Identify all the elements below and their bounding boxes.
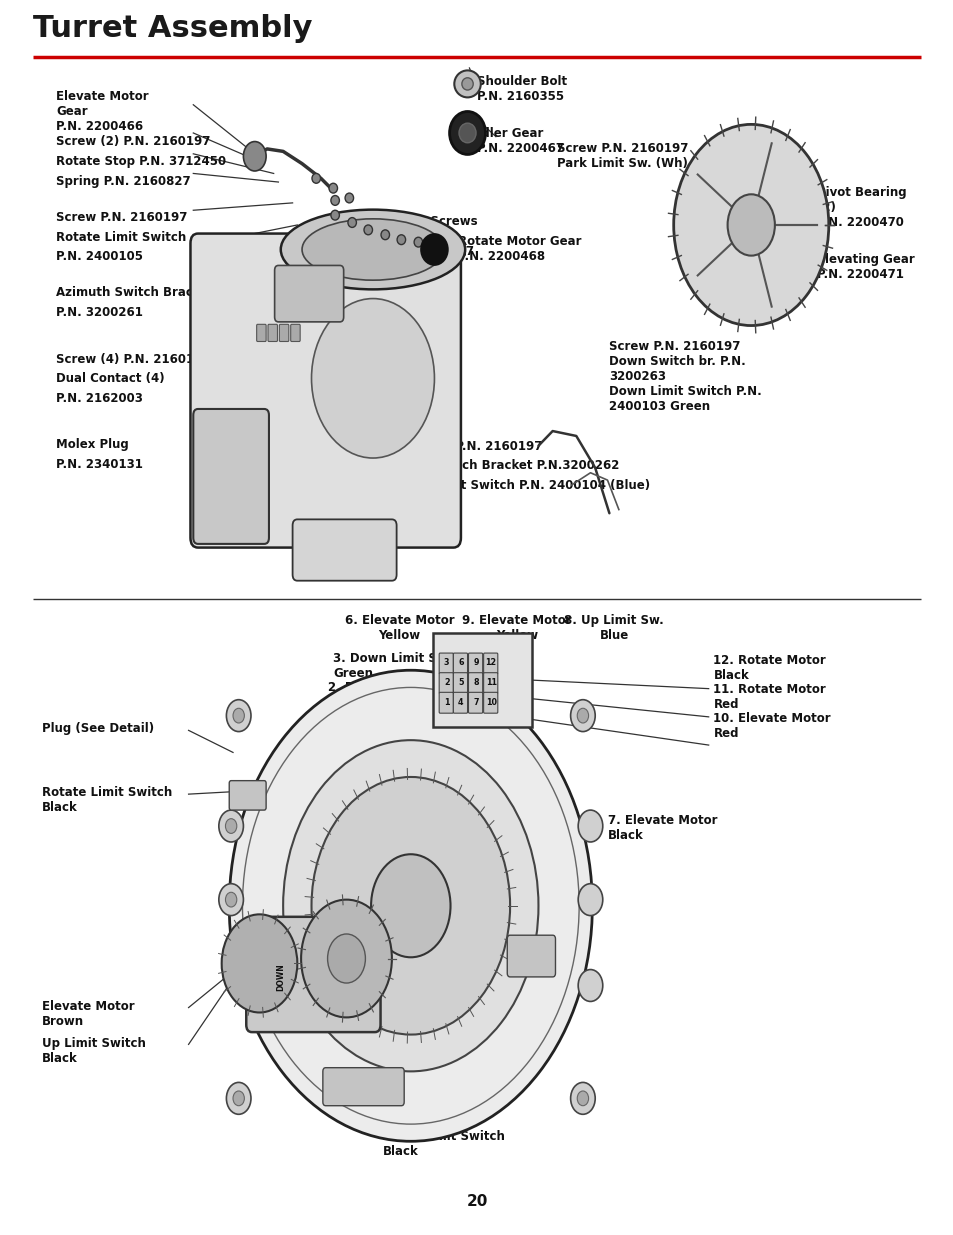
- Circle shape: [312, 777, 510, 1035]
- Text: 7. Elevate Motor
Black: 7. Elevate Motor Black: [607, 814, 717, 842]
- Circle shape: [578, 884, 602, 915]
- Text: 11: 11: [485, 678, 497, 687]
- Text: Spring P.N. 2160827: Spring P.N. 2160827: [56, 174, 191, 188]
- Text: P.N. 2340131: P.N. 2340131: [56, 458, 143, 471]
- FancyBboxPatch shape: [433, 634, 531, 726]
- Text: 12. Rotate Motor
Black: 12. Rotate Motor Black: [713, 655, 825, 682]
- Ellipse shape: [364, 225, 372, 235]
- FancyBboxPatch shape: [468, 653, 482, 674]
- Ellipse shape: [348, 217, 356, 227]
- Ellipse shape: [345, 193, 354, 203]
- FancyBboxPatch shape: [279, 325, 289, 342]
- Ellipse shape: [449, 111, 485, 154]
- Text: Rotate Stop P.N. 3712450: Rotate Stop P.N. 3712450: [56, 156, 226, 168]
- Circle shape: [226, 700, 251, 731]
- Circle shape: [578, 810, 602, 842]
- Text: 11. Rotate Motor
Red: 11. Rotate Motor Red: [713, 683, 825, 710]
- Text: 6: 6: [457, 658, 463, 667]
- Circle shape: [312, 299, 434, 458]
- Text: 8. Up Limit Sw.
Blue: 8. Up Limit Sw. Blue: [563, 614, 663, 642]
- Ellipse shape: [380, 230, 389, 240]
- Ellipse shape: [396, 235, 405, 245]
- Ellipse shape: [302, 219, 443, 280]
- FancyBboxPatch shape: [191, 233, 460, 547]
- Circle shape: [578, 969, 602, 1002]
- Ellipse shape: [458, 124, 476, 143]
- Text: Plug (See Detail): Plug (See Detail): [42, 721, 154, 735]
- Text: Screw P.N. 2160197: Screw P.N. 2160197: [411, 440, 541, 453]
- Text: Screw P.N. 2160197
Down Switch br. P.N.
3200263
Down Limit Switch P.N.
2400103 G: Screw P.N. 2160197 Down Switch br. P.N. …: [609, 341, 761, 414]
- Text: 4. Elevate Motor
Blue: 4. Elevate Motor Blue: [416, 816, 524, 845]
- Text: Pivot Bearing
(2)
P.N. 2200470: Pivot Bearing (2) P.N. 2200470: [817, 185, 906, 228]
- FancyBboxPatch shape: [453, 653, 467, 674]
- Circle shape: [301, 899, 392, 1018]
- Circle shape: [226, 1082, 251, 1114]
- FancyBboxPatch shape: [438, 693, 453, 713]
- Text: Shoulder Bolt
P.N. 2160355: Shoulder Bolt P.N. 2160355: [476, 75, 566, 104]
- Circle shape: [371, 855, 450, 957]
- Text: Motor Screws
(4)
P.N. 2160197: Motor Screws (4) P.N. 2160197: [387, 215, 477, 258]
- FancyBboxPatch shape: [453, 673, 467, 694]
- Text: Dual Contact (4): Dual Contact (4): [56, 372, 165, 385]
- FancyBboxPatch shape: [322, 1068, 404, 1105]
- Text: 6. Elevate Motor
Yellow: 6. Elevate Motor Yellow: [344, 614, 454, 642]
- Ellipse shape: [331, 195, 339, 205]
- FancyBboxPatch shape: [193, 409, 269, 543]
- Circle shape: [577, 1091, 588, 1105]
- Ellipse shape: [430, 240, 438, 249]
- FancyBboxPatch shape: [438, 653, 453, 674]
- Ellipse shape: [461, 78, 473, 90]
- Ellipse shape: [414, 237, 422, 247]
- Text: Up Switch Bracket P.N.3200262: Up Switch Bracket P.N.3200262: [411, 459, 618, 472]
- FancyBboxPatch shape: [274, 266, 343, 322]
- Circle shape: [218, 884, 243, 915]
- Text: Azimuth Switch Bracket: Azimuth Switch Bracket: [56, 287, 213, 299]
- FancyBboxPatch shape: [483, 693, 497, 713]
- FancyBboxPatch shape: [483, 673, 497, 694]
- Text: Idler Gear
P.N. 2200467: Idler Gear P.N. 2200467: [476, 127, 563, 154]
- Text: Park Limit Switch
Black: Park Limit Switch Black: [438, 914, 555, 942]
- Circle shape: [570, 700, 595, 731]
- Ellipse shape: [329, 183, 337, 193]
- Text: 9: 9: [473, 658, 478, 667]
- Ellipse shape: [331, 210, 339, 220]
- Text: 7: 7: [473, 698, 478, 706]
- FancyBboxPatch shape: [453, 693, 467, 713]
- Text: Elevate Motor
Brown: Elevate Motor Brown: [42, 1000, 134, 1029]
- Circle shape: [673, 125, 828, 326]
- Text: Molex Plug: Molex Plug: [56, 438, 129, 452]
- Text: Screw P.N. 2160197
Park Limit Sw. (Wh) P.N. 2400106: Screw P.N. 2160197 Park Limit Sw. (Wh) P…: [557, 142, 779, 169]
- Text: P.N. 2400105: P.N. 2400105: [56, 249, 143, 263]
- Text: 1: 1: [443, 698, 449, 706]
- Text: 3. Down Limit Sw.
Green: 3. Down Limit Sw. Green: [333, 652, 452, 679]
- Text: Screw (2) P.N. 2160197: Screw (2) P.N. 2160197: [56, 136, 211, 148]
- Text: Up Limit Switch
Black: Up Limit Switch Black: [42, 1037, 146, 1065]
- Text: Elevate Motor
Gear
P.N. 2200466: Elevate Motor Gear P.N. 2200466: [56, 90, 149, 133]
- FancyBboxPatch shape: [291, 325, 300, 342]
- Text: 2: 2: [443, 678, 449, 687]
- Text: 5. Rotate Limit Sw.
Red: 5. Rotate Limit Sw. Red: [330, 795, 456, 824]
- Circle shape: [225, 819, 236, 834]
- Circle shape: [221, 914, 297, 1013]
- Text: 5: 5: [457, 678, 463, 687]
- FancyBboxPatch shape: [438, 673, 453, 694]
- FancyBboxPatch shape: [268, 325, 277, 342]
- Text: Turret Assembly: Turret Assembly: [32, 15, 312, 43]
- Text: 20: 20: [466, 1194, 487, 1209]
- Circle shape: [229, 671, 592, 1141]
- Text: 10. Elevate Motor
Red: 10. Elevate Motor Red: [713, 711, 830, 740]
- Text: Elevating Gear
P.N. 2200471: Elevating Gear P.N. 2200471: [817, 253, 914, 282]
- Text: Rotate Motor Gear
P.N. 2200468: Rotate Motor Gear P.N. 2200468: [457, 235, 581, 263]
- Text: Rotate Motor
 Brown: Rotate Motor Brown: [438, 973, 526, 1002]
- FancyBboxPatch shape: [229, 781, 266, 810]
- FancyBboxPatch shape: [256, 325, 266, 342]
- Circle shape: [327, 934, 365, 983]
- Text: Screw (4) P.N. 2160195: Screw (4) P.N. 2160195: [56, 352, 211, 366]
- Circle shape: [218, 810, 243, 842]
- Text: Up Limit Switch P.N. 2400104 (Blue): Up Limit Switch P.N. 2400104 (Blue): [411, 479, 649, 492]
- Circle shape: [727, 194, 774, 256]
- Text: P.N. 2162003: P.N. 2162003: [56, 391, 143, 405]
- Ellipse shape: [280, 210, 465, 289]
- Text: 9. Elevate Motor
Yellow: 9. Elevate Motor Yellow: [461, 614, 571, 642]
- FancyBboxPatch shape: [483, 653, 497, 674]
